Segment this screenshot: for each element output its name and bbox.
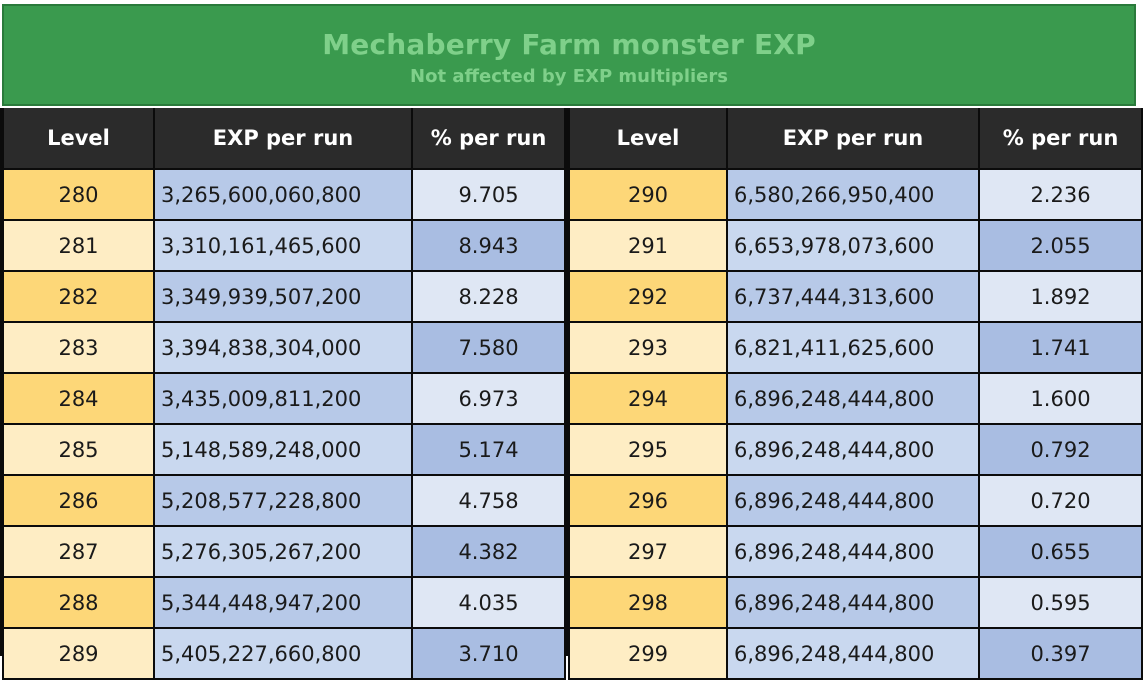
exp-cell: 6,896,248,444,800 — [726, 576, 980, 629]
header-level: Level — [2, 108, 155, 169]
table-row: 295 6,896,248,444,800 0.792 — [568, 423, 1143, 476]
table-row: 296 6,896,248,444,800 0.720 — [568, 474, 1143, 527]
exp-cell: 6,896,248,444,800 — [726, 474, 980, 527]
level-cell: 280 — [2, 168, 155, 221]
table-row: 294 6,896,248,444,800 1.600 — [568, 372, 1143, 425]
level-cell: 284 — [2, 372, 155, 425]
exp-cell: 6,896,248,444,800 — [726, 372, 980, 425]
pct-cell: 0.792 — [978, 423, 1143, 476]
pct-cell: 8.943 — [411, 219, 566, 272]
pct-cell: 4.035 — [411, 576, 566, 629]
header-pct: % per run — [978, 108, 1143, 169]
table-row: 288 5,344,448,947,200 4.035 — [2, 576, 566, 629]
page-title: Mechaberry Farm monster EXP — [322, 28, 816, 61]
title-banner: Mechaberry Farm monster EXP Not affected… — [2, 4, 1136, 106]
level-cell: 293 — [568, 321, 728, 374]
header-level: Level — [568, 108, 728, 169]
header-pct: % per run — [411, 108, 566, 169]
level-cell: 299 — [568, 627, 728, 680]
exp-cell: 3,265,600,060,800 — [153, 168, 413, 221]
pct-cell: 2.055 — [978, 219, 1143, 272]
exp-cell: 6,896,248,444,800 — [726, 423, 980, 476]
level-cell: 287 — [2, 525, 155, 578]
pct-cell: 1.600 — [978, 372, 1143, 425]
level-cell: 290 — [568, 168, 728, 221]
pct-cell: 0.595 — [978, 576, 1143, 629]
pct-cell: 6.973 — [411, 372, 566, 425]
exp-cell: 3,310,161,465,600 — [153, 219, 413, 272]
exp-table-left: Level EXP per run % per run 280 3,265,600… — [2, 108, 566, 680]
level-cell: 292 — [568, 270, 728, 323]
exp-cell: 6,896,248,444,800 — [726, 525, 980, 578]
table-row: 284 3,435,009,811,200 6.973 — [2, 372, 566, 425]
pct-cell: 2.236 — [978, 168, 1143, 221]
level-cell: 289 — [2, 627, 155, 680]
table-row: 297 6,896,248,444,800 0.655 — [568, 525, 1143, 578]
level-cell: 288 — [2, 576, 155, 629]
table-header-row: Level EXP per run % per run — [568, 108, 1143, 169]
level-cell: 295 — [568, 423, 728, 476]
exp-cell: 6,737,444,313,600 — [726, 270, 980, 323]
table-row: 298 6,896,248,444,800 0.595 — [568, 576, 1143, 629]
table-row: 287 5,276,305,267,200 4.382 — [2, 525, 566, 578]
table-row: 281 3,310,161,465,600 8.943 — [2, 219, 566, 272]
table-row: 286 5,208,577,228,800 4.758 — [2, 474, 566, 527]
exp-cell: 6,580,266,950,400 — [726, 168, 980, 221]
pct-cell: 4.382 — [411, 525, 566, 578]
level-cell: 282 — [2, 270, 155, 323]
exp-cell: 5,148,589,248,000 — [153, 423, 413, 476]
exp-cell: 5,208,577,228,800 — [153, 474, 413, 527]
level-cell: 286 — [2, 474, 155, 527]
pct-cell: 7.580 — [411, 321, 566, 374]
exp-table-right: Level EXP per run % per run 290 6,580,266… — [568, 108, 1143, 680]
table-row: 282 3,349,939,507,200 8.228 — [2, 270, 566, 323]
pct-cell: 1.892 — [978, 270, 1143, 323]
table-row: 291 6,653,978,073,600 2.055 — [568, 219, 1143, 272]
exp-cell: 3,435,009,811,200 — [153, 372, 413, 425]
table-row: 285 5,148,589,248,000 5.174 — [2, 423, 566, 476]
level-cell: 297 — [568, 525, 728, 578]
pct-cell: 4.758 — [411, 474, 566, 527]
level-cell: 294 — [568, 372, 728, 425]
table-row: 299 6,896,248,444,800 0.397 — [568, 627, 1143, 680]
level-cell: 281 — [2, 219, 155, 272]
exp-cell: 5,276,305,267,200 — [153, 525, 413, 578]
table-row: 292 6,737,444,313,600 1.892 — [568, 270, 1143, 323]
exp-cell: 6,653,978,073,600 — [726, 219, 980, 272]
level-cell: 296 — [568, 474, 728, 527]
pct-cell: 0.655 — [978, 525, 1143, 578]
exp-cell: 5,344,448,947,200 — [153, 576, 413, 629]
table-row: 283 3,394,838,304,000 7.580 — [2, 321, 566, 374]
level-cell: 285 — [2, 423, 155, 476]
table-row: 289 5,405,227,660,800 3.710 — [2, 627, 566, 680]
exp-cell: 6,821,411,625,600 — [726, 321, 980, 374]
pct-cell: 0.720 — [978, 474, 1143, 527]
header-exp: EXP per run — [153, 108, 413, 169]
pct-cell: 5.174 — [411, 423, 566, 476]
page-subtitle: Not affected by EXP multipliers — [410, 66, 728, 87]
pct-cell: 3.710 — [411, 627, 566, 680]
header-exp: EXP per run — [726, 108, 980, 169]
exp-cell: 3,394,838,304,000 — [153, 321, 413, 374]
exp-tables: Level EXP per run % per run 280 3,265,600… — [0, 108, 1143, 680]
level-cell: 298 — [568, 576, 728, 629]
cropped-footer-text — [0, 662, 1143, 681]
pct-cell: 8.228 — [411, 270, 566, 323]
pct-cell: 0.397 — [978, 627, 1143, 680]
pct-cell: 9.705 — [411, 168, 566, 221]
exp-cell: 3,349,939,507,200 — [153, 270, 413, 323]
exp-cell: 5,405,227,660,800 — [153, 627, 413, 680]
table-header-row: Level EXP per run % per run — [2, 108, 566, 169]
exp-cell: 6,896,248,444,800 — [726, 627, 980, 680]
level-cell: 283 — [2, 321, 155, 374]
level-cell: 291 — [568, 219, 728, 272]
table-row: 290 6,580,266,950,400 2.236 — [568, 168, 1143, 221]
pct-cell: 1.741 — [978, 321, 1143, 374]
table-row: 280 3,265,600,060,800 9.705 — [2, 168, 566, 221]
table-row: 293 6,821,411,625,600 1.741 — [568, 321, 1143, 374]
